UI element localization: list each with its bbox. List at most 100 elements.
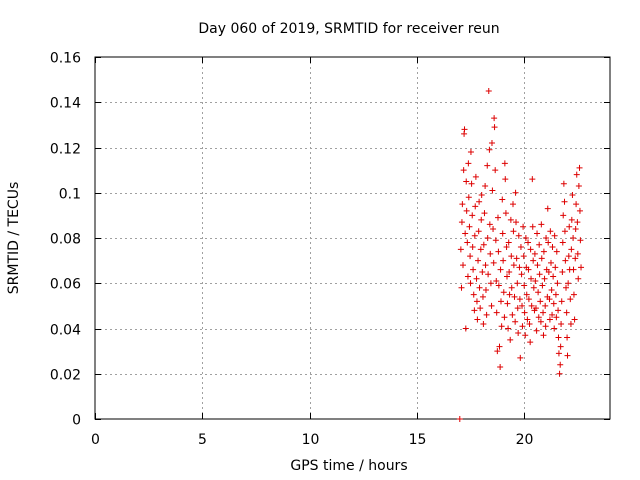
- data-point: [555, 334, 562, 341]
- data-point: [529, 223, 536, 230]
- data-point: [490, 259, 497, 266]
- data-point: [492, 237, 499, 244]
- x-tick-label: 5: [198, 432, 207, 448]
- data-point: [563, 309, 570, 316]
- data-point: [464, 239, 471, 246]
- data-point: [459, 201, 466, 208]
- data-point: [474, 316, 481, 323]
- data-point: [514, 280, 521, 287]
- data-point: [494, 214, 501, 221]
- data-point: [479, 268, 486, 275]
- data-point: [497, 363, 504, 370]
- data-point: [546, 296, 553, 303]
- data-point: [503, 244, 510, 251]
- data-point: [498, 323, 505, 330]
- data-point: [572, 255, 579, 262]
- data-point: [476, 284, 483, 291]
- data-point: [497, 266, 504, 273]
- data-point: [475, 228, 482, 235]
- x-tick-label: 0: [91, 432, 100, 448]
- y-axis-label: SRMTID / TECUs: [6, 182, 22, 295]
- data-point: [574, 250, 581, 257]
- data-point: [494, 348, 501, 355]
- data-point: [564, 352, 571, 359]
- grid-lines: [95, 57, 610, 419]
- data-point: [514, 305, 521, 312]
- data-point: [467, 149, 474, 156]
- data-point: [570, 235, 577, 241]
- data-point: [525, 266, 532, 273]
- data-point: [516, 296, 523, 303]
- data-point: [467, 280, 474, 287]
- data-point: [510, 228, 517, 235]
- data-point: [554, 280, 561, 287]
- x-axis-label: GPS time / hours: [290, 458, 407, 474]
- data-point: [560, 212, 567, 219]
- data-point: [540, 248, 547, 255]
- data-point: [575, 182, 582, 189]
- data-point: [528, 275, 535, 282]
- data-point: [500, 257, 507, 264]
- data-point: [493, 309, 500, 316]
- data-point: [519, 323, 526, 330]
- data-point: [559, 268, 566, 275]
- data-point: [516, 264, 523, 271]
- data-point: [501, 314, 508, 321]
- data-point: [469, 244, 476, 251]
- data-point: [552, 264, 559, 271]
- data-point: [536, 271, 543, 278]
- y-tick-label: 0.04: [50, 323, 81, 339]
- data-point: [527, 339, 534, 346]
- data-point: [487, 250, 494, 257]
- y-tick-label: 0: [72, 413, 81, 429]
- data-point: [496, 343, 503, 350]
- data-point: [458, 219, 465, 226]
- data-point: [506, 291, 513, 298]
- data-point: [564, 334, 571, 341]
- data-point: [534, 230, 541, 237]
- data-point: [457, 246, 464, 253]
- data-point: [482, 262, 489, 269]
- data-point: [573, 201, 580, 208]
- data-point: [530, 257, 537, 264]
- data-point: [473, 298, 480, 305]
- data-point: [489, 187, 496, 194]
- x-tick-label: 20: [516, 432, 534, 448]
- y-tick-label: 0.16: [50, 51, 81, 67]
- data-point: [550, 300, 557, 307]
- data-point: [508, 253, 515, 260]
- y-tick-label: 0.02: [50, 368, 81, 384]
- data-point: [525, 239, 532, 246]
- data-point: [512, 318, 519, 325]
- data-point: [507, 216, 514, 223]
- data-point: [464, 273, 471, 280]
- data-point: [563, 284, 570, 291]
- data-point: [468, 180, 475, 187]
- data-point: [476, 198, 483, 205]
- data-point: [504, 273, 510, 280]
- data-point: [520, 223, 527, 230]
- data-point: [477, 305, 484, 312]
- data-point: [528, 302, 535, 309]
- data-point: [527, 246, 534, 253]
- data-point: [491, 115, 498, 122]
- data-point: [493, 277, 500, 284]
- data-point: [534, 262, 541, 269]
- data-point: [517, 244, 524, 251]
- data-point: [463, 178, 470, 185]
- data-point: [512, 189, 519, 196]
- y-tick-label: 0.1: [59, 187, 81, 203]
- data-point: [469, 212, 476, 219]
- data-point: [510, 262, 517, 269]
- data-point: [505, 239, 512, 246]
- data-point: [551, 232, 558, 239]
- data-point: [483, 311, 490, 318]
- data-point: [495, 248, 502, 255]
- data-point: [539, 282, 546, 289]
- data-point: [481, 210, 488, 217]
- data-point: [484, 235, 491, 241]
- data-point: [549, 311, 556, 318]
- data-point: [517, 354, 524, 361]
